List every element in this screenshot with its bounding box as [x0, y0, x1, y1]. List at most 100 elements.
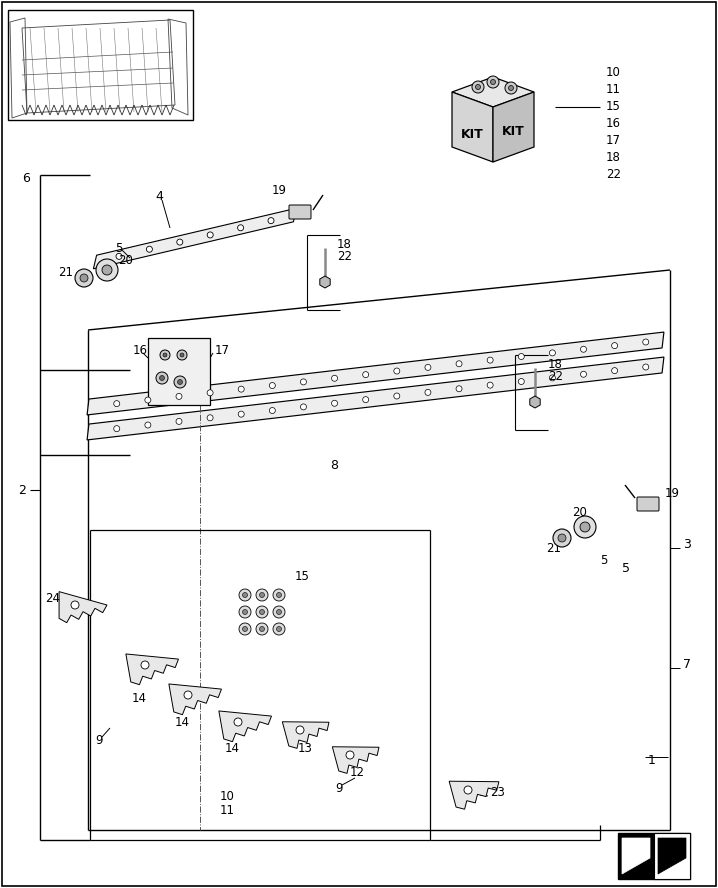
Text: 6: 6: [22, 171, 30, 185]
Text: 11: 11: [606, 83, 621, 96]
Circle shape: [159, 376, 164, 380]
Circle shape: [145, 422, 151, 428]
Text: 17: 17: [606, 133, 621, 147]
Polygon shape: [449, 781, 499, 809]
Circle shape: [518, 378, 524, 385]
Circle shape: [184, 691, 192, 699]
Circle shape: [363, 372, 368, 377]
Circle shape: [518, 353, 524, 360]
Circle shape: [239, 589, 251, 601]
Circle shape: [346, 751, 354, 759]
Text: 13: 13: [298, 741, 313, 755]
Circle shape: [643, 339, 649, 345]
Text: 5: 5: [600, 553, 607, 567]
Circle shape: [71, 601, 79, 609]
Text: KIT: KIT: [502, 125, 525, 138]
Circle shape: [269, 408, 275, 414]
Circle shape: [113, 425, 120, 432]
Circle shape: [259, 592, 264, 598]
Circle shape: [300, 404, 307, 410]
Text: 10: 10: [220, 790, 235, 804]
Circle shape: [113, 400, 120, 407]
Circle shape: [549, 350, 556, 356]
Circle shape: [160, 350, 170, 360]
Circle shape: [464, 786, 472, 794]
Text: 19: 19: [272, 184, 287, 196]
Circle shape: [96, 259, 118, 281]
Bar: [654, 833, 690, 879]
Text: 5: 5: [622, 561, 630, 575]
Circle shape: [581, 346, 587, 353]
Circle shape: [243, 592, 248, 598]
Text: 22: 22: [337, 250, 352, 263]
Circle shape: [207, 390, 213, 396]
Circle shape: [487, 382, 493, 388]
Text: 12: 12: [350, 766, 365, 780]
Text: 2: 2: [18, 483, 26, 496]
Text: 4: 4: [155, 189, 163, 202]
Circle shape: [259, 609, 264, 614]
Circle shape: [176, 418, 182, 424]
Circle shape: [490, 80, 495, 84]
Text: 21: 21: [546, 542, 561, 554]
Circle shape: [176, 393, 182, 400]
Circle shape: [393, 368, 400, 374]
Polygon shape: [622, 838, 650, 874]
Circle shape: [243, 627, 248, 631]
Circle shape: [156, 372, 168, 384]
Polygon shape: [452, 92, 493, 162]
Text: 7: 7: [683, 659, 691, 671]
Circle shape: [273, 589, 285, 601]
Circle shape: [174, 376, 186, 388]
Polygon shape: [282, 722, 329, 749]
Circle shape: [80, 274, 88, 282]
Circle shape: [273, 623, 285, 635]
Circle shape: [276, 592, 281, 598]
FancyBboxPatch shape: [637, 497, 659, 511]
Circle shape: [145, 397, 151, 403]
Circle shape: [273, 606, 285, 618]
Polygon shape: [452, 77, 534, 107]
Circle shape: [558, 534, 566, 542]
Text: 14: 14: [132, 692, 147, 704]
Polygon shape: [332, 747, 379, 773]
Circle shape: [243, 609, 248, 614]
Circle shape: [296, 726, 304, 734]
Circle shape: [456, 385, 462, 392]
Circle shape: [553, 529, 571, 547]
Circle shape: [163, 353, 167, 357]
Circle shape: [612, 343, 617, 349]
Text: 10: 10: [606, 66, 621, 78]
Circle shape: [508, 85, 513, 91]
Text: 15: 15: [606, 99, 621, 113]
Text: 14: 14: [225, 741, 240, 755]
Text: 9: 9: [95, 733, 103, 747]
Circle shape: [268, 218, 274, 224]
Text: 17: 17: [215, 344, 230, 356]
Text: 18: 18: [548, 358, 563, 370]
Circle shape: [612, 368, 617, 374]
Circle shape: [574, 516, 596, 538]
Circle shape: [332, 376, 337, 381]
Circle shape: [259, 627, 264, 631]
Circle shape: [256, 606, 268, 618]
Circle shape: [332, 400, 337, 407]
Text: 21: 21: [58, 266, 73, 279]
Text: 14: 14: [175, 716, 190, 728]
Text: 11: 11: [220, 804, 235, 816]
Text: 1: 1: [648, 754, 656, 766]
Text: 3: 3: [683, 538, 691, 551]
Circle shape: [239, 606, 251, 618]
Circle shape: [363, 397, 368, 402]
Circle shape: [238, 386, 244, 392]
Polygon shape: [169, 684, 221, 715]
Circle shape: [393, 393, 400, 399]
Circle shape: [425, 390, 431, 395]
Polygon shape: [59, 591, 107, 622]
Text: 18: 18: [606, 150, 621, 163]
Polygon shape: [148, 338, 210, 405]
Circle shape: [239, 623, 251, 635]
Text: 18: 18: [337, 237, 352, 250]
Text: 22: 22: [548, 369, 563, 383]
Bar: [8, 10, 193, 120]
